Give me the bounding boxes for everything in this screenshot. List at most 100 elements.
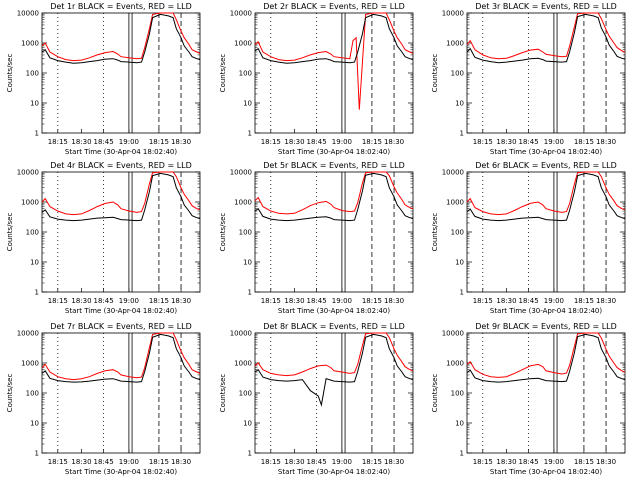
panel-title: Det 6r BLACK = Events, RED = LLD bbox=[475, 161, 617, 170]
x-tick-label: 18:45 bbox=[307, 138, 327, 146]
axes-frame bbox=[41, 332, 201, 454]
panel-det-9: Det 9r BLACK = Events, RED = LLD 1 10 100 10… bbox=[431, 322, 626, 476]
series-events-line bbox=[41, 333, 201, 383]
x-tick-label: 18:30 bbox=[171, 458, 191, 466]
y-axis-label: Counts/sec bbox=[6, 54, 14, 93]
y-tick-label: 1 bbox=[248, 130, 252, 138]
x-tick-label: 18:30 bbox=[284, 458, 304, 466]
x-axis-label: Start Time (30-Apr-04 18:02:40) bbox=[278, 468, 390, 476]
x-tick-label: 18:15 bbox=[149, 458, 169, 466]
x-tick-label: 19:00 bbox=[332, 138, 352, 146]
y-axis-label: Counts/sec bbox=[431, 213, 439, 252]
x-tick-label: 18:30 bbox=[384, 458, 404, 466]
series-events-line bbox=[466, 172, 626, 222]
x-tick-label: 18:15 bbox=[149, 138, 169, 146]
x-tick-label: 18:15 bbox=[473, 458, 493, 466]
x-tick-label: 18:15 bbox=[362, 297, 382, 305]
x-tick-label: 18:45 bbox=[307, 458, 327, 466]
series-lld-line bbox=[466, 12, 626, 60]
x-tick-label: 18:45 bbox=[94, 458, 114, 466]
y-tick-label: 1000 bbox=[446, 360, 464, 368]
panel-title: Det 7r BLACK = Events, RED = LLD bbox=[50, 322, 192, 331]
series-lld-line bbox=[41, 12, 201, 62]
axes-frame bbox=[254, 12, 414, 134]
series-events-line bbox=[466, 13, 626, 64]
x-tick-label: 18:15 bbox=[473, 138, 493, 146]
x-tick-label: 18:45 bbox=[307, 297, 327, 305]
y-axis-label: Counts/sec bbox=[6, 374, 14, 413]
x-tick-label: 18:30 bbox=[596, 138, 616, 146]
x-tick-label: 19:00 bbox=[332, 297, 352, 305]
x-tick-label: 18:30 bbox=[71, 297, 91, 305]
y-axis-label: Counts/sec bbox=[219, 374, 227, 413]
y-tick-label: 10 bbox=[455, 100, 464, 108]
y-tick-label: 10000 bbox=[442, 330, 464, 338]
series-events-line bbox=[254, 333, 414, 407]
panel-det-3: Det 3r BLACK = Events, RED = LLD 1 10 100 10… bbox=[431, 2, 626, 156]
x-axis-label: Start Time (30-Apr-04 18:02:40) bbox=[65, 148, 177, 156]
series-lld-line bbox=[41, 332, 201, 381]
x-axis-label: Start Time (30-Apr-04 18:02:40) bbox=[490, 468, 602, 476]
panel-det-8: Det 8r BLACK = Events, RED = LLD 1 10 100 10… bbox=[219, 322, 414, 476]
axes-frame bbox=[254, 171, 414, 293]
y-tick-label: 1000 bbox=[446, 40, 464, 48]
y-tick-label: 10 bbox=[243, 100, 252, 108]
y-tick-label: 100 bbox=[26, 70, 39, 78]
y-tick-label: 1000 bbox=[234, 40, 252, 48]
x-tick-label: 18:30 bbox=[496, 138, 516, 146]
y-tick-label: 1000 bbox=[234, 199, 252, 207]
y-tick-label: 10 bbox=[243, 259, 252, 267]
x-tick-label: 18:15 bbox=[48, 458, 68, 466]
x-tick-label: 18:45 bbox=[519, 297, 539, 305]
y-tick-label: 1 bbox=[460, 289, 464, 297]
x-tick-label: 18:30 bbox=[171, 297, 191, 305]
y-tick-label: 1000 bbox=[21, 360, 39, 368]
panel-title: Det 4r BLACK = Events, RED = LLD bbox=[50, 161, 192, 170]
x-tick-label: 18:45 bbox=[519, 458, 539, 466]
y-tick-label: 1 bbox=[460, 450, 464, 458]
x-tick-label: 18:15 bbox=[574, 138, 594, 146]
x-tick-label: 18:30 bbox=[284, 297, 304, 305]
x-axis-label: Start Time (30-Apr-04 18:02:40) bbox=[490, 307, 602, 315]
y-tick-label: 10 bbox=[243, 420, 252, 428]
x-tick-label: 19:00 bbox=[332, 458, 352, 466]
x-tick-label: 18:45 bbox=[94, 297, 114, 305]
y-tick-label: 10000 bbox=[442, 10, 464, 18]
x-axis-label: Start Time (30-Apr-04 18:02:40) bbox=[490, 148, 602, 156]
axes-frame bbox=[466, 332, 626, 454]
axes-frame bbox=[254, 332, 414, 454]
x-tick-label: 18:15 bbox=[48, 297, 68, 305]
y-tick-label: 1000 bbox=[234, 360, 252, 368]
panel-title: Det 2r BLACK = Events, RED = LLD bbox=[263, 2, 405, 11]
panel-det-6: Det 6r BLACK = Events, RED = LLD 1 10 100 10… bbox=[431, 161, 626, 315]
y-tick-label: 10000 bbox=[17, 169, 39, 177]
y-tick-label: 10 bbox=[30, 259, 39, 267]
y-tick-label: 100 bbox=[26, 229, 39, 237]
y-tick-label: 1000 bbox=[446, 199, 464, 207]
panel-det-1: Det 1r BLACK = Events, RED = LLD 1 10 100 10… bbox=[6, 2, 201, 156]
x-tick-label: 19:00 bbox=[119, 138, 139, 146]
x-tick-label: 18:30 bbox=[384, 138, 404, 146]
series-lld-line bbox=[254, 12, 414, 110]
y-axis-label: Counts/sec bbox=[431, 374, 439, 413]
y-tick-label: 1 bbox=[460, 130, 464, 138]
axes-frame bbox=[466, 12, 626, 134]
y-tick-label: 10 bbox=[455, 259, 464, 267]
y-tick-label: 1000 bbox=[21, 199, 39, 207]
x-tick-label: 18:15 bbox=[261, 138, 281, 146]
y-axis-label: Counts/sec bbox=[219, 54, 227, 93]
y-tick-label: 100 bbox=[239, 229, 252, 237]
panel-det-7: Det 7r BLACK = Events, RED = LLD 1 10 100 10… bbox=[6, 322, 201, 476]
x-tick-label: 18:30 bbox=[596, 458, 616, 466]
panel-det-4: Det 4r BLACK = Events, RED = LLD 1 10 100 10… bbox=[6, 161, 201, 315]
x-tick-label: 18:30 bbox=[71, 458, 91, 466]
y-tick-label: 1 bbox=[248, 450, 252, 458]
x-tick-label: 18:15 bbox=[574, 458, 594, 466]
y-tick-label: 1000 bbox=[21, 40, 39, 48]
y-tick-label: 100 bbox=[26, 390, 39, 398]
y-axis-label: Counts/sec bbox=[219, 213, 227, 252]
y-tick-label: 1 bbox=[248, 289, 252, 297]
x-tick-label: 18:15 bbox=[261, 458, 281, 466]
axes-frame bbox=[41, 12, 201, 134]
